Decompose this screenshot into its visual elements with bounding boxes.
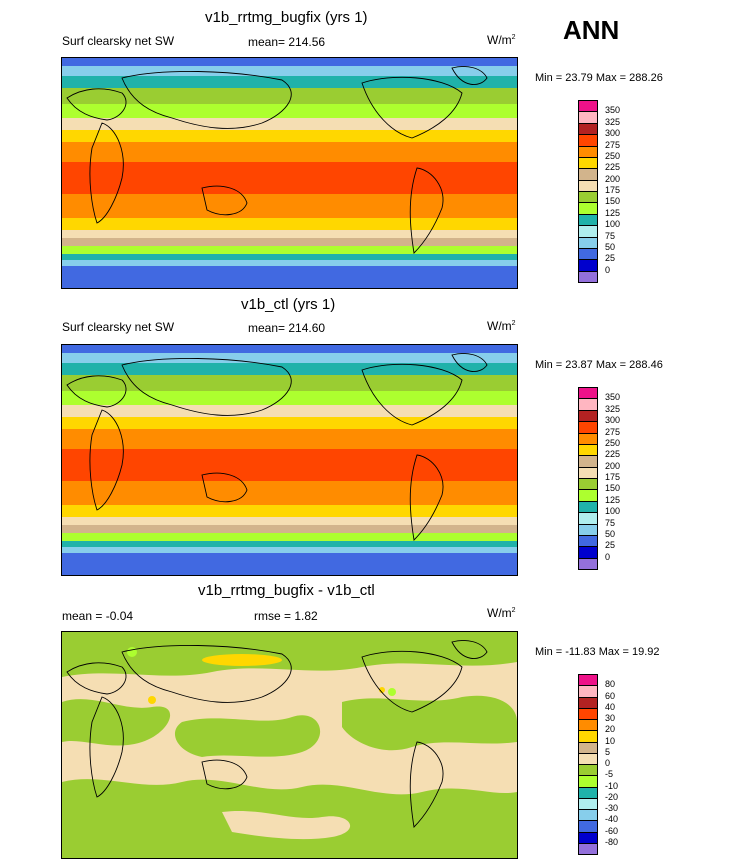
panel1-map-svg [62,58,517,288]
panel1-colorbar-level-label: 175 [605,185,621,195]
panel2-colorbar-level-label: 0 [605,551,611,562]
panel3-rmse-label: rmse = 1.82 [254,609,318,623]
panel2-colorbar-level-label: 100 [605,506,621,517]
panel1-colorbar-level-label: 225 [605,162,621,173]
panel2-title: v1b_ctl (yrs 1) [241,296,336,313]
panel1-colorbar-level-label: 150 [605,196,621,207]
panel1-title: v1b_rrtmg_bugfix (yrs 1) [205,9,368,26]
panel1-colorbar-level-label: 275 [605,139,621,150]
panel1-colorbar-level-label: 50 [605,241,616,252]
panel1-colorbar-level-label: 200 [605,173,621,184]
panel3-title: v1b_rrtmg_bugfix - v1b_ctl [198,582,375,599]
panel1-colorbar-level-label: 25 [605,253,616,264]
panel2-colorbar-swatch [578,557,598,570]
panel3-units-sup: 2 [511,607,516,614]
panel3-colorbar-level-label: -80 [605,836,619,847]
panel1-colorbar-level-label: 0 [605,264,611,275]
panel2-colorbar-level-label: 300 [605,415,621,426]
panel1-colorbar [578,100,598,283]
panel1-units-base: W/m [487,33,512,47]
panel1-colorbar-swatch [578,270,598,283]
panel1-units: W/m2 [487,33,516,47]
panel2-units: W/m2 [487,319,516,333]
panel3-map [61,631,518,859]
panel2-colorbar-level-label: 250 [605,437,621,448]
panel1-units-sup: 2 [511,34,516,41]
panel2-colorbar-level-label: 175 [605,472,621,482]
panel3-minmax: Min = -11.83 Max = 19.92 [535,646,660,658]
panel3-colorbar-level-label: 5 [605,746,611,757]
panel1-colorbar-level-label: 250 [605,150,621,161]
panel1-colorbar-level-label: 125 [605,207,621,218]
panel2-colorbar-level-label: 150 [605,483,621,494]
panel2-variable-label: Surf clearsky net SW [62,320,175,334]
panel3-colorbar-level-label: -60 [605,825,619,836]
panel1-colorbar-level-label: 325 [605,116,621,127]
panel3-mean-label: mean = -0.04 [62,609,134,623]
panel3-colorbar-swatch [578,842,598,855]
panel3-map-svg [62,632,517,858]
panel2-colorbar-level-label: 50 [605,528,616,539]
panel3-colorbar [578,674,598,855]
panel1-mean-label: mean= 214.56 [248,35,326,49]
panel3-colorbar-level-label: -20 [605,791,619,802]
panel2-colorbar-level-label: 25 [605,540,616,551]
panel1-variable-label: Surf clearsky net SW [62,34,175,48]
panel1-minmax: Min = 23.79 Max = 288.26 [535,72,663,84]
panel2-units-sup: 2 [511,320,516,327]
panel3-colorbar-level-label: -5 [605,769,614,780]
panel2-units-base: W/m [487,319,512,333]
panel3-colorbar-level-label: -40 [605,814,619,825]
panel3-colorbar-level-label: -10 [605,780,619,791]
panel1-colorbar-level-label: 100 [605,219,621,230]
panel2-map-svg [62,345,517,575]
panel3-colorbar-level-label: 60 [605,690,616,701]
panel3-colorbar-level-label: 10 [605,735,616,746]
season-label: ANN [563,15,620,45]
panel3-colorbar-level-label: 40 [605,701,616,712]
panel3-colorbar-level-label: 30 [605,713,616,723]
panel2-minmax: Min = 23.87 Max = 288.46 [535,359,663,371]
panel3-colorbar-level-label: 0 [605,758,611,768]
panel1-colorbar-level-label: 300 [605,128,621,139]
panel2-map [61,344,518,576]
panel3-colorbar-level-label: -30 [605,803,619,813]
panel3-units: W/m2 [487,606,516,620]
panel1-colorbar-level-label: 75 [605,230,616,241]
panel2-colorbar-level-label: 350 [605,392,621,403]
panel3-units-base: W/m [487,606,512,620]
panel2-colorbar-level-label: 125 [605,494,621,505]
panel3-colorbar-level-label: 20 [605,724,616,735]
panel2-colorbar-level-label: 225 [605,449,621,460]
panel2-colorbar-level-label: 325 [605,403,621,414]
panel3-colorbar-level-label: 80 [605,679,616,690]
panel2-colorbar-level-label: 75 [605,517,616,528]
panel2-mean-label: mean= 214.60 [248,321,326,335]
panel2-colorbar-level-label: 200 [605,460,621,471]
panel2-colorbar-level-label: 275 [605,426,621,437]
panel1-map [61,57,518,289]
panel1-colorbar-level-label: 350 [605,105,621,116]
panel2-colorbar [578,387,598,570]
